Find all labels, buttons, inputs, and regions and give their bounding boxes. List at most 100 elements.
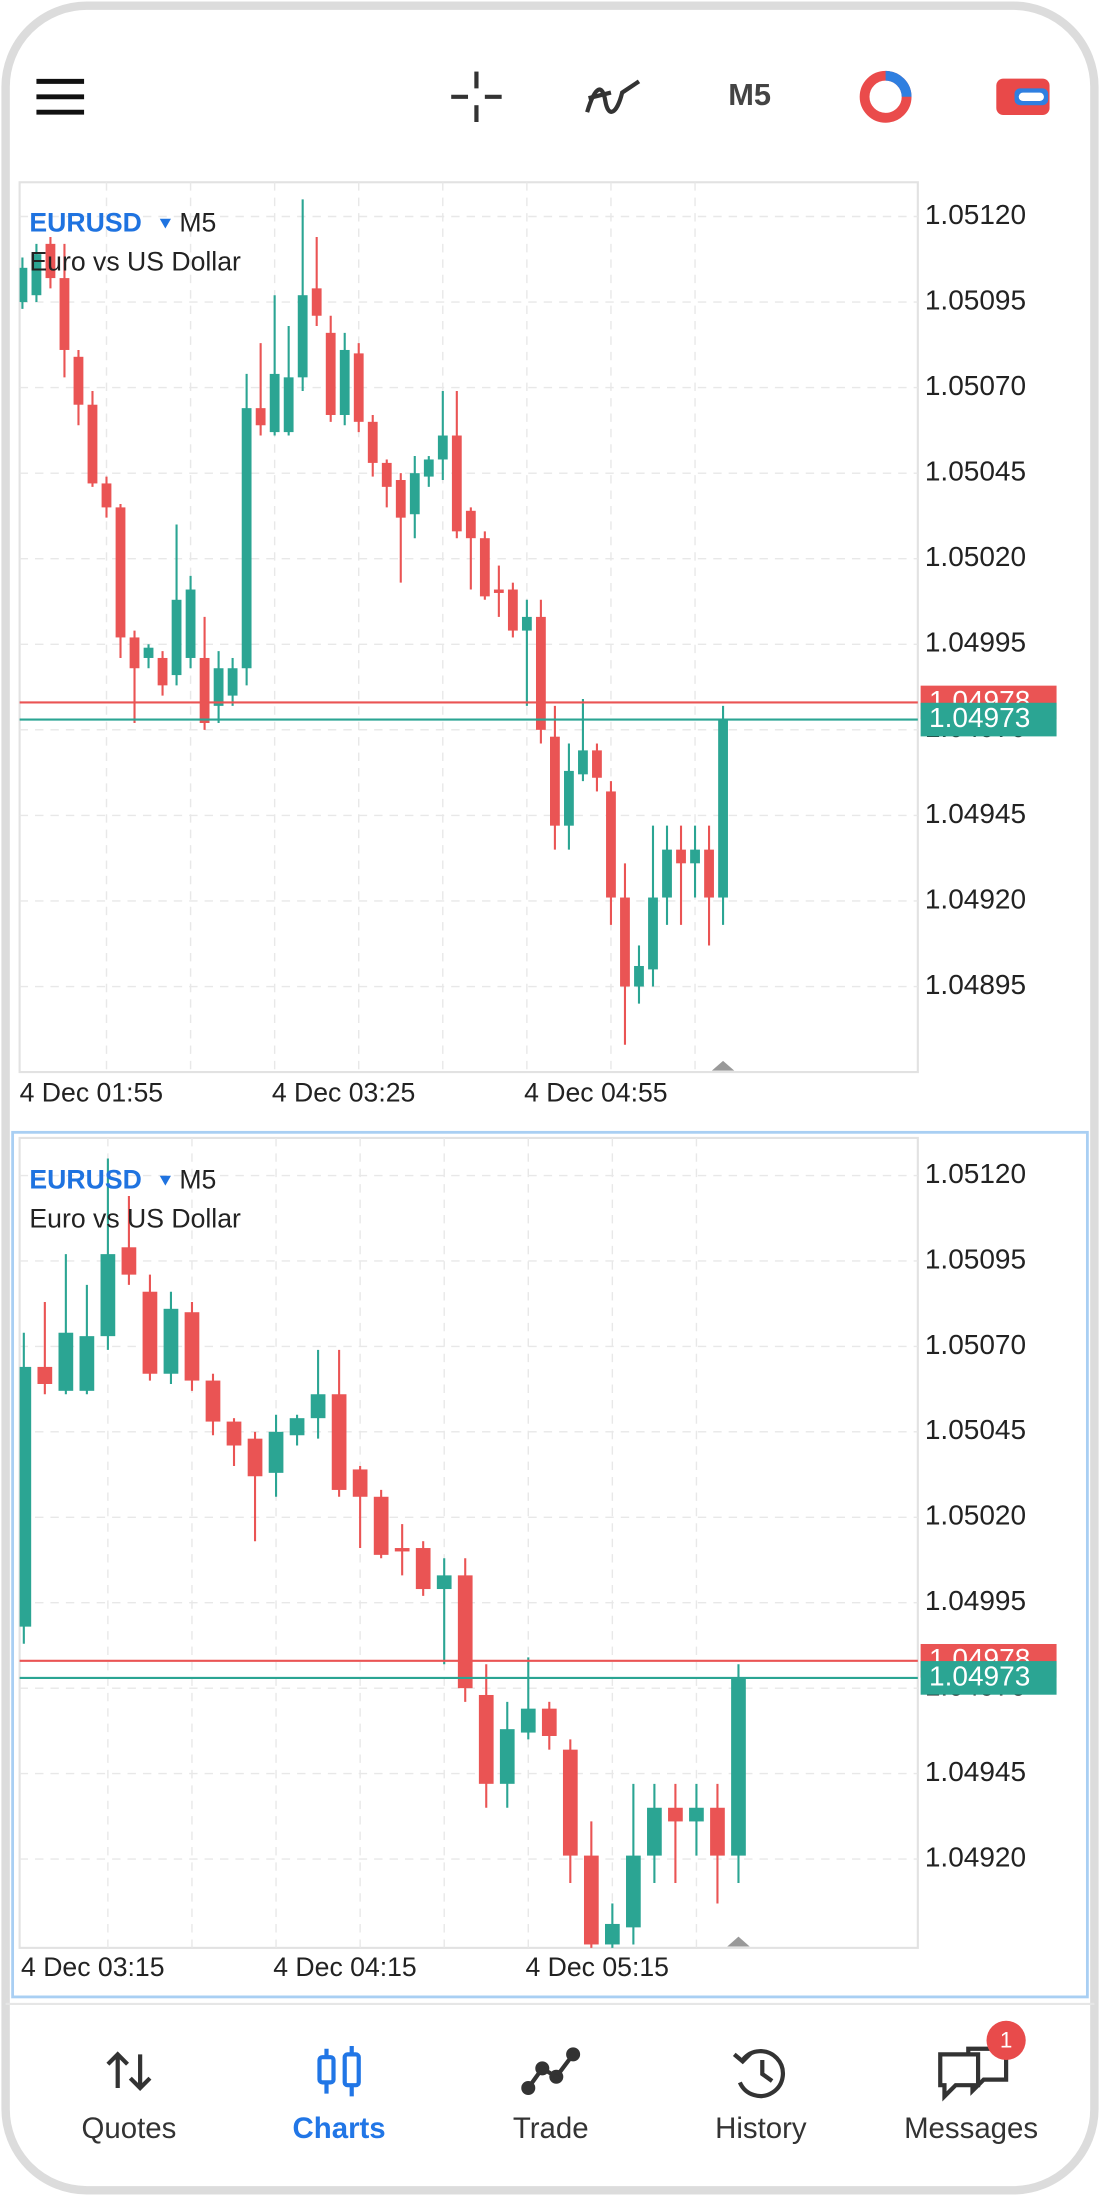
candle-body: [668, 1807, 683, 1822]
y-tick-label: 1.05020: [925, 541, 1026, 572]
candle-body: [626, 1855, 641, 1928]
candle-body: [37, 1366, 53, 1384]
candle-body: [648, 897, 658, 970]
candle-body: [73, 356, 84, 405]
candle-body: [87, 404, 98, 484]
menu-button[interactable]: [36, 78, 85, 115]
plot-area: [19, 182, 918, 1073]
candle-body: [507, 589, 518, 631]
y-tick-label: 1.04995: [925, 627, 1026, 658]
indicators-button[interactable]: [585, 79, 641, 114]
candle-body: [143, 647, 154, 658]
candle-body: [19, 1366, 32, 1627]
candle-body: [395, 480, 406, 518]
timeframe-button[interactable]: M5: [728, 77, 771, 112]
candle-body: [451, 435, 462, 532]
trade-icon: [521, 2047, 581, 2096]
symbol: EURUSD: [29, 207, 141, 237]
candle-body: [163, 1308, 179, 1374]
candle-body: [634, 965, 644, 987]
y-tick-label: 1.05020: [925, 1500, 1026, 1531]
chart-panel: 1.05120 1.05095 1.05070 1.05045 1.05020 1.049…: [18, 181, 1057, 1108]
candle-body: [227, 668, 238, 696]
y-tick-label: 1.04920: [925, 1841, 1026, 1872]
candle-body: [247, 1438, 263, 1477]
candle-body: [213, 668, 224, 706]
candle-body: [606, 791, 616, 898]
candle-body: [79, 1336, 95, 1391]
candle-body: [367, 421, 378, 463]
candle-body: [129, 637, 140, 669]
y-tick-label: 1.05070: [925, 370, 1026, 401]
candle-body: [19, 267, 28, 303]
candle-body: [353, 353, 364, 422]
candle-body: [381, 462, 392, 487]
trading-signals-button[interactable]: [859, 70, 912, 123]
account-button[interactable]: [996, 78, 1050, 116]
nav-tab[interactable]: Messages: [904, 2112, 1038, 2145]
shift-marker: [727, 1936, 750, 1947]
candle-body: [157, 657, 168, 686]
candle-body: [690, 849, 700, 864]
candle-body: [297, 295, 308, 378]
y-tick-label: 1.05045: [925, 1414, 1026, 1445]
candle-body: [31, 254, 42, 296]
candle-body: [394, 1548, 410, 1552]
candle-body: [331, 1394, 347, 1490]
nav-tab[interactable]: Charts: [293, 2112, 386, 2145]
candle-body: [199, 657, 210, 723]
y-tick-label: 1.04945: [925, 1756, 1026, 1787]
symbol-dropdown: [159, 218, 171, 229]
candle-body: [115, 507, 126, 638]
candle-body: [255, 408, 266, 426]
y-tick-label: 1.04920: [925, 883, 1026, 914]
candle-body: [373, 1496, 389, 1555]
candle-body: [718, 719, 728, 898]
nav-tab[interactable]: Quotes: [82, 2112, 177, 2145]
crosshair-button[interactable]: [451, 71, 502, 123]
y-tick-label: 1.04995: [925, 1585, 1026, 1616]
nav-tab[interactable]: Trade: [513, 2112, 589, 2145]
shift-marker: [711, 1060, 735, 1071]
y-tick-label: 1.05045: [925, 456, 1026, 487]
bid-label: 1.04973: [929, 1660, 1030, 1691]
candle-body: [171, 599, 182, 676]
candle-body: [283, 377, 294, 433]
bid-label: 1.04973: [929, 702, 1030, 733]
candle-body: [521, 616, 532, 631]
x-tick-label: 4 Dec 05:15: [525, 1952, 669, 1982]
chart-timeframe: M5: [179, 207, 216, 237]
candle-body: [436, 1575, 452, 1590]
candle-body: [478, 1694, 494, 1784]
candle-body: [241, 408, 252, 669]
candle-body: [465, 510, 476, 539]
candle-body: [101, 483, 112, 508]
candle-body: [676, 849, 686, 864]
candle-body: [100, 1254, 116, 1337]
candle-body: [205, 1380, 221, 1422]
x-tick-label: 4 Dec 04:15: [273, 1952, 416, 1982]
candle-body: [592, 750, 602, 778]
symbol-description: Euro vs US Dollar: [29, 1204, 241, 1234]
y-tick-label: 1.05120: [925, 1158, 1026, 1189]
y-tick-label: 1.04895: [925, 969, 1026, 1000]
candle-body: [662, 849, 672, 898]
candle-body: [647, 1807, 662, 1856]
candle-body: [184, 1312, 200, 1381]
candle-body: [311, 288, 322, 316]
chart-panel: 1.05120 1.05095 1.05070 1.05045 1.05020 1.049…: [18, 1136, 1057, 1982]
candle-body: [289, 1418, 305, 1436]
candle-body: [578, 750, 588, 775]
chart-timeframe: M5: [179, 1164, 216, 1194]
candle-body: [583, 1855, 599, 1945]
candle-body: [479, 538, 490, 597]
candle-body: [704, 849, 714, 898]
x-tick-label: 4 Dec 03:25: [272, 1078, 415, 1108]
nav-tab[interactable]: History: [715, 2112, 807, 2145]
candle-body: [710, 1807, 725, 1856]
candle-body: [562, 1749, 578, 1856]
candle-body: [268, 1431, 284, 1473]
candle-body: [535, 616, 546, 730]
